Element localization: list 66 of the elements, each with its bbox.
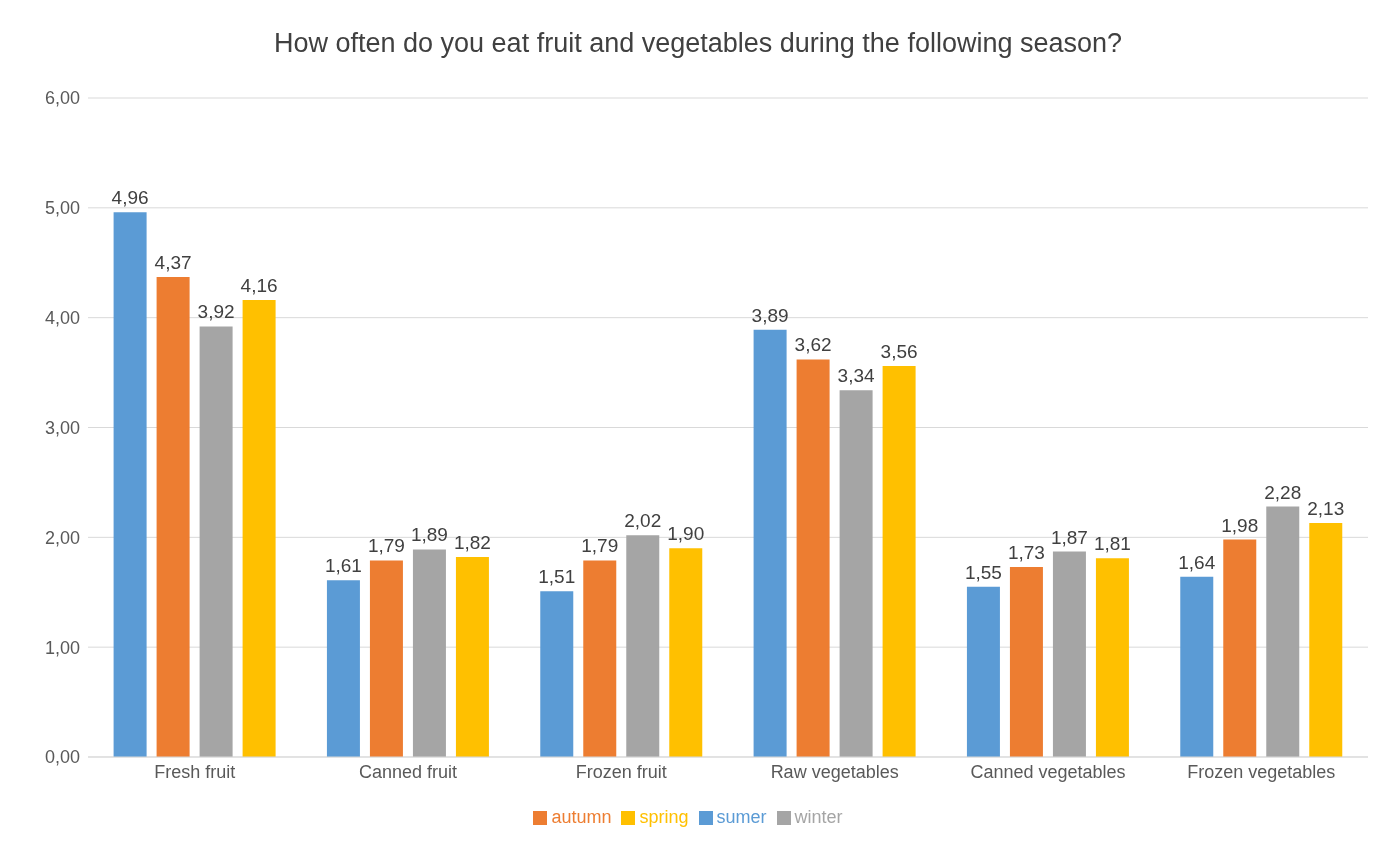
data-label: 3,62 (794, 334, 832, 356)
legend-label: winter (794, 807, 843, 827)
x-tick-label: Canned fruit (358, 761, 458, 782)
y-tick-label: 3,00 (44, 417, 80, 438)
legend-label: autumn (551, 807, 612, 827)
bar (156, 277, 190, 757)
bar (1266, 506, 1300, 757)
data-label: 2,02 (624, 510, 662, 532)
data-label: 1,64 (1178, 551, 1216, 573)
data-label: 3,92 (197, 301, 235, 323)
data-label: 1,89 (410, 524, 448, 546)
bar (839, 390, 873, 757)
bar (753, 329, 787, 757)
y-tick-label: 6,00 (44, 88, 80, 109)
y-tick-label: 5,00 (44, 198, 80, 219)
data-label: 1,79 (367, 535, 405, 557)
data-label: 1,55 (964, 561, 1002, 583)
data-label: 2,28 (1264, 481, 1302, 503)
data-label: 1,79 (581, 535, 619, 557)
bar (412, 549, 446, 757)
data-label: 3,89 (751, 304, 789, 326)
data-label: 4,16 (240, 275, 278, 297)
y-tick-label: 2,00 (44, 527, 80, 548)
data-label: 1,73 (1007, 541, 1045, 563)
bar (1180, 576, 1214, 757)
legend-label: spring (639, 807, 689, 827)
y-tick-label: 1,00 (44, 637, 80, 658)
data-label: 4,96 (111, 187, 149, 209)
bar (1052, 551, 1086, 757)
data-label: 1,61 (324, 555, 362, 577)
bar (242, 300, 276, 757)
bar (966, 586, 1000, 757)
x-tick-label: Canned vegetables (970, 761, 1126, 782)
bar (369, 560, 403, 757)
data-label: 1,87 (1050, 526, 1088, 548)
bar (199, 326, 233, 757)
data-label: 1,90 (667, 523, 705, 545)
data-label: 4,37 (154, 252, 192, 274)
legend-label: sumer (716, 807, 767, 827)
bar (626, 535, 660, 757)
chart-title: How often do you eat fruit and vegetables during the following season? (272, 27, 1124, 60)
bar (583, 560, 617, 757)
data-label: 3,34 (837, 365, 876, 387)
x-tick-label: Raw vegetables (770, 761, 899, 782)
bar (1095, 558, 1129, 757)
data-label: 3,56 (880, 340, 918, 362)
bar (796, 359, 830, 757)
data-label: 1,81 (1093, 533, 1131, 555)
y-tick-label: 4,00 (44, 308, 80, 329)
bar (1223, 539, 1257, 757)
bar (455, 557, 489, 757)
data-label: 1,82 (453, 532, 491, 554)
data-label: 2,13 (1307, 498, 1345, 520)
bar (1009, 566, 1043, 757)
y-tick-label: 0,00 (44, 747, 80, 768)
bar (1309, 523, 1343, 757)
bar (882, 365, 916, 757)
x-tick-label: Frozen vegetables (1187, 761, 1336, 782)
data-label: 1,51 (538, 566, 576, 588)
bar (669, 548, 703, 757)
x-tick-label: Fresh fruit (154, 761, 236, 782)
bar (540, 591, 574, 757)
data-label: 1,98 (1221, 514, 1259, 536)
bar (326, 580, 360, 757)
bar (113, 212, 147, 757)
x-tick-label: Frozen fruit (575, 761, 667, 782)
